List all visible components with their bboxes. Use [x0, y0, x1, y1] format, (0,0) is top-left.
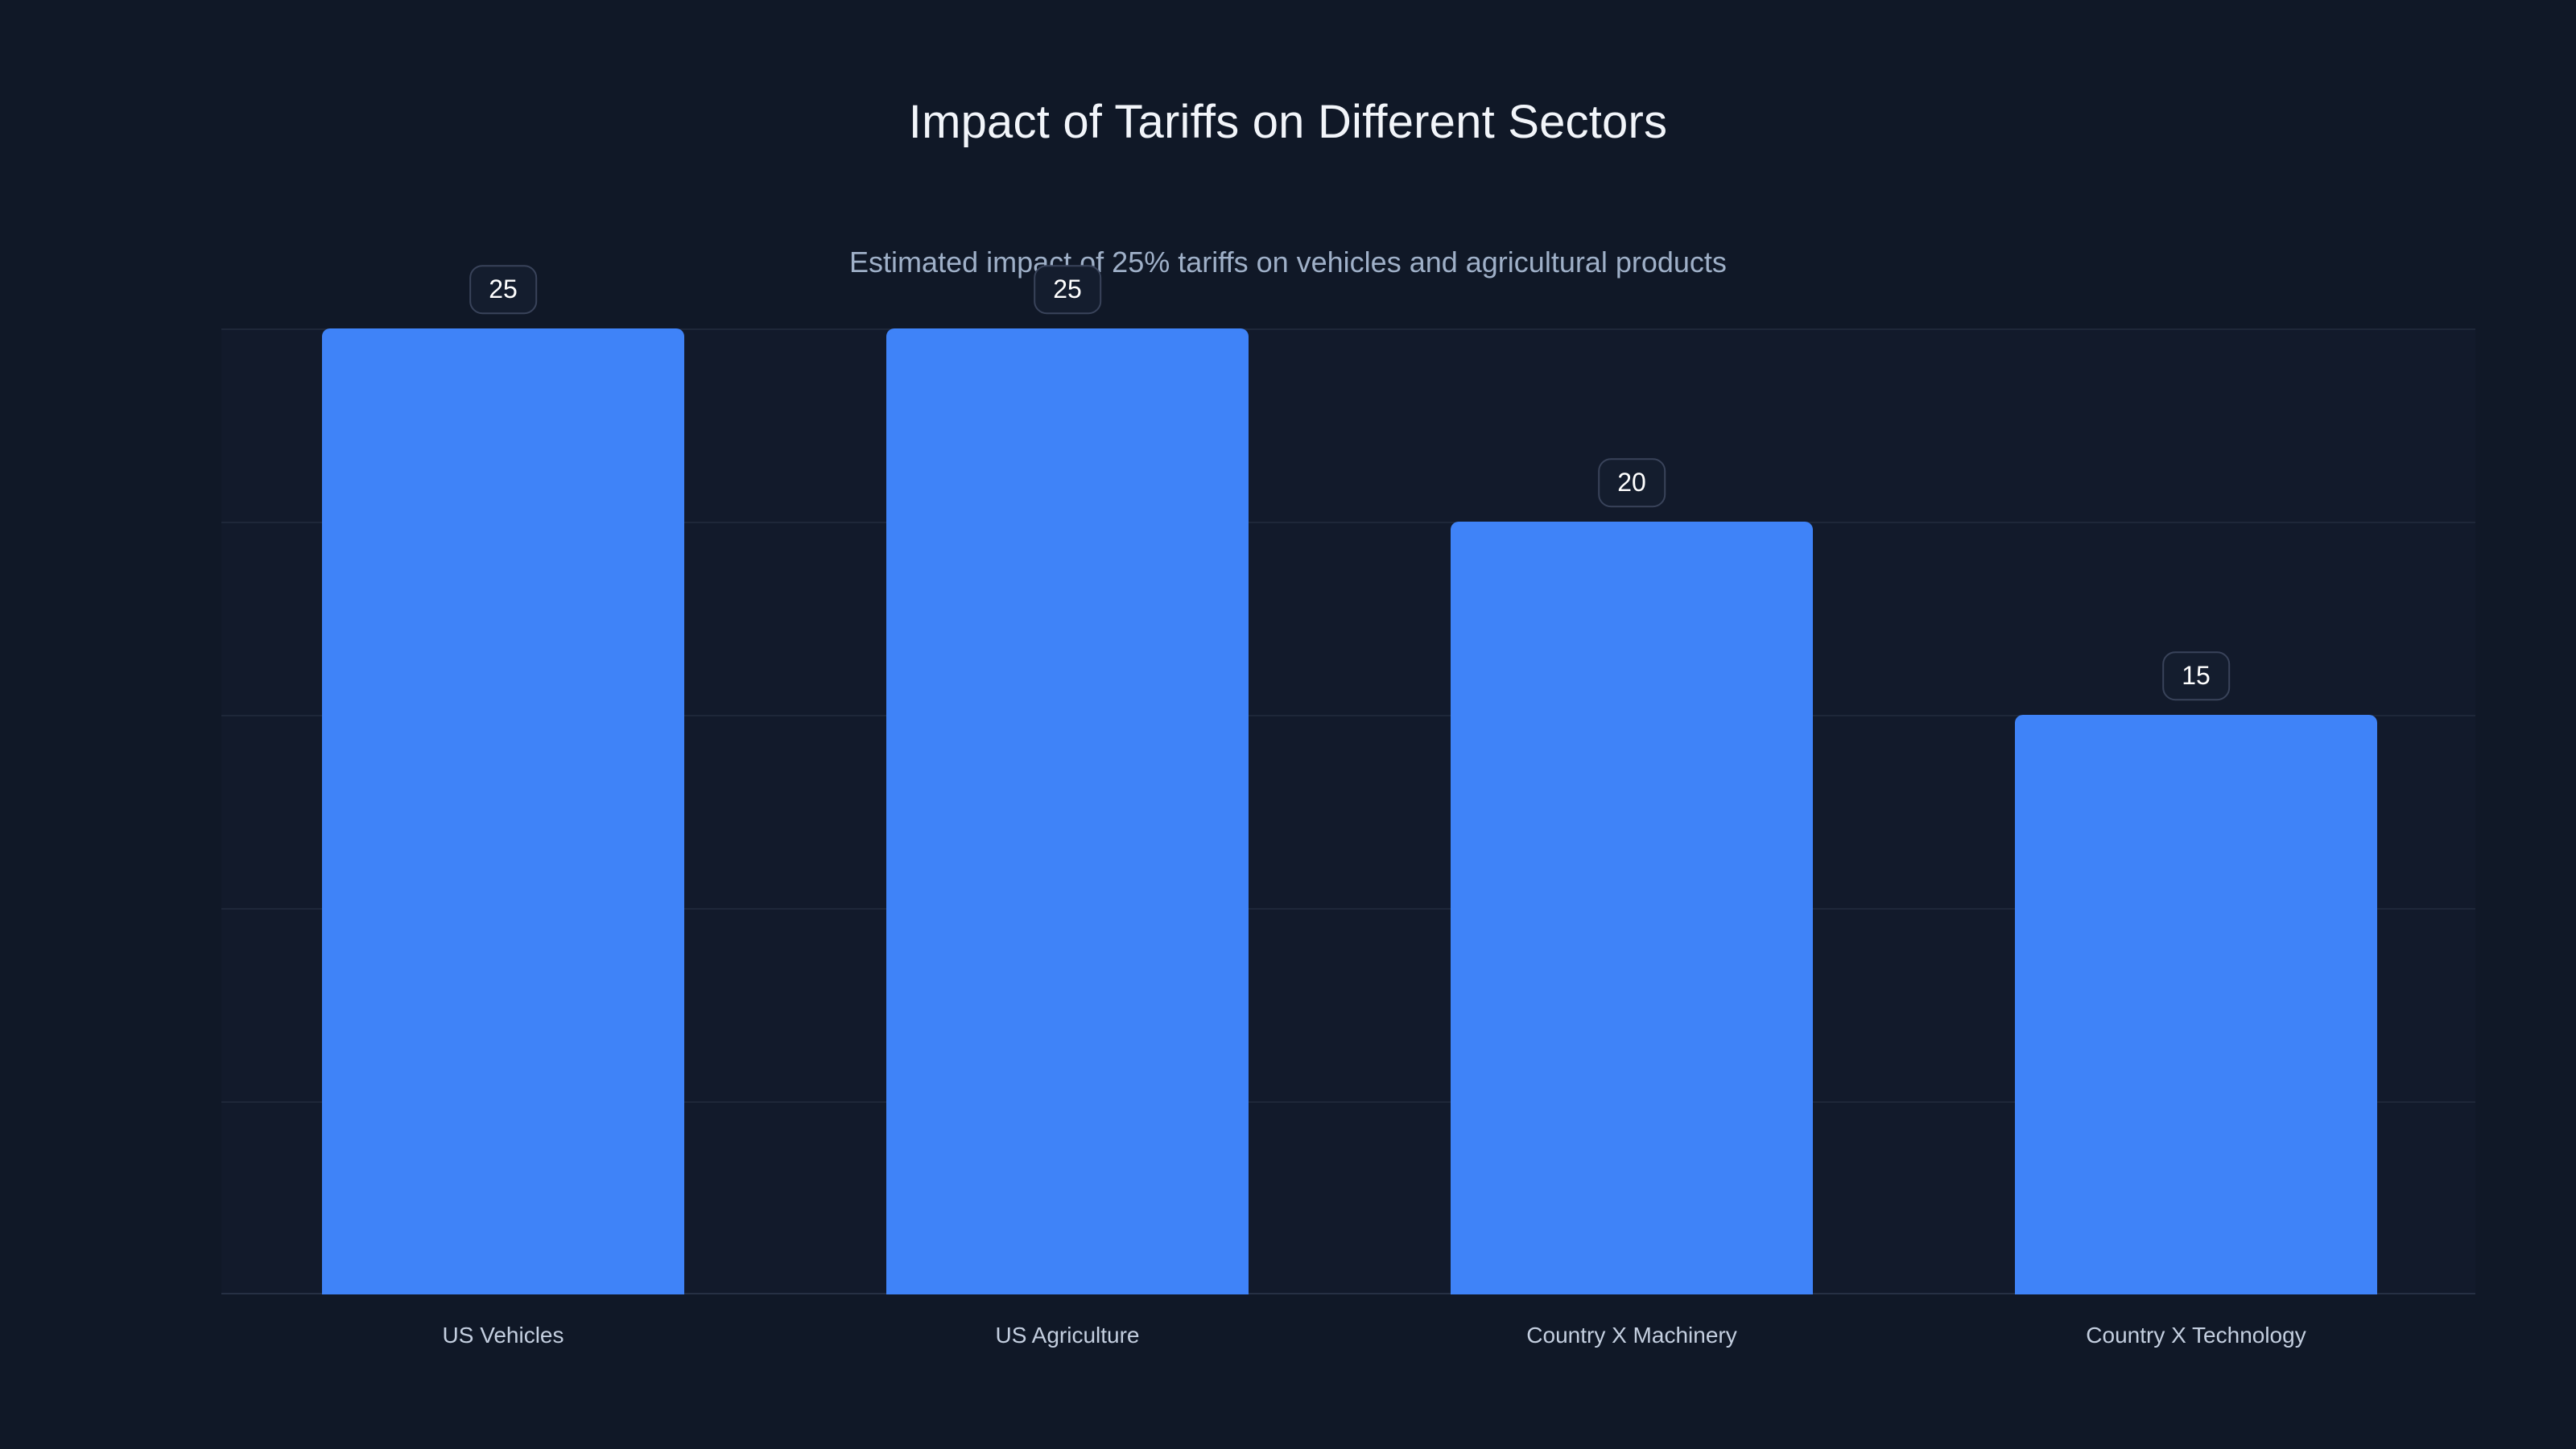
chart-title: Impact of Tariffs on Different Sectors [908, 96, 1668, 148]
plot-area [221, 328, 2475, 1294]
gridline-20 [221, 522, 2475, 523]
gridline-15 [221, 715, 2475, 716]
value-badge: 20 [1598, 458, 1666, 507]
bar-us-agriculture[interactable] [886, 328, 1249, 1294]
gridline-25 [221, 328, 2475, 330]
bar-country-x-machinery[interactable] [1451, 522, 1813, 1294]
bar-country-x-technology[interactable] [2015, 715, 2377, 1294]
value-badge: 25 [1034, 265, 1101, 314]
x-tick-label-us-vehicles: US Vehicles [442, 1323, 564, 1348]
gridline-10 [221, 908, 2475, 910]
value-badge: 25 [469, 265, 537, 314]
x-tick-label-us-agriculture: US Agriculture [995, 1323, 1140, 1348]
value-badge: 15 [2162, 651, 2230, 700]
x-tick-label-country-x-technology: Country X Technology [2086, 1323, 2306, 1348]
chart-subtitle: Estimated impact of 25% tariffs on vehic… [849, 246, 1727, 279]
gridline-0-baseline [221, 1293, 2475, 1294]
gridline-5 [221, 1101, 2475, 1103]
bar-us-vehicles[interactable] [322, 328, 684, 1294]
x-tick-label-country-x-machinery: Country X Machinery [1526, 1323, 1737, 1348]
